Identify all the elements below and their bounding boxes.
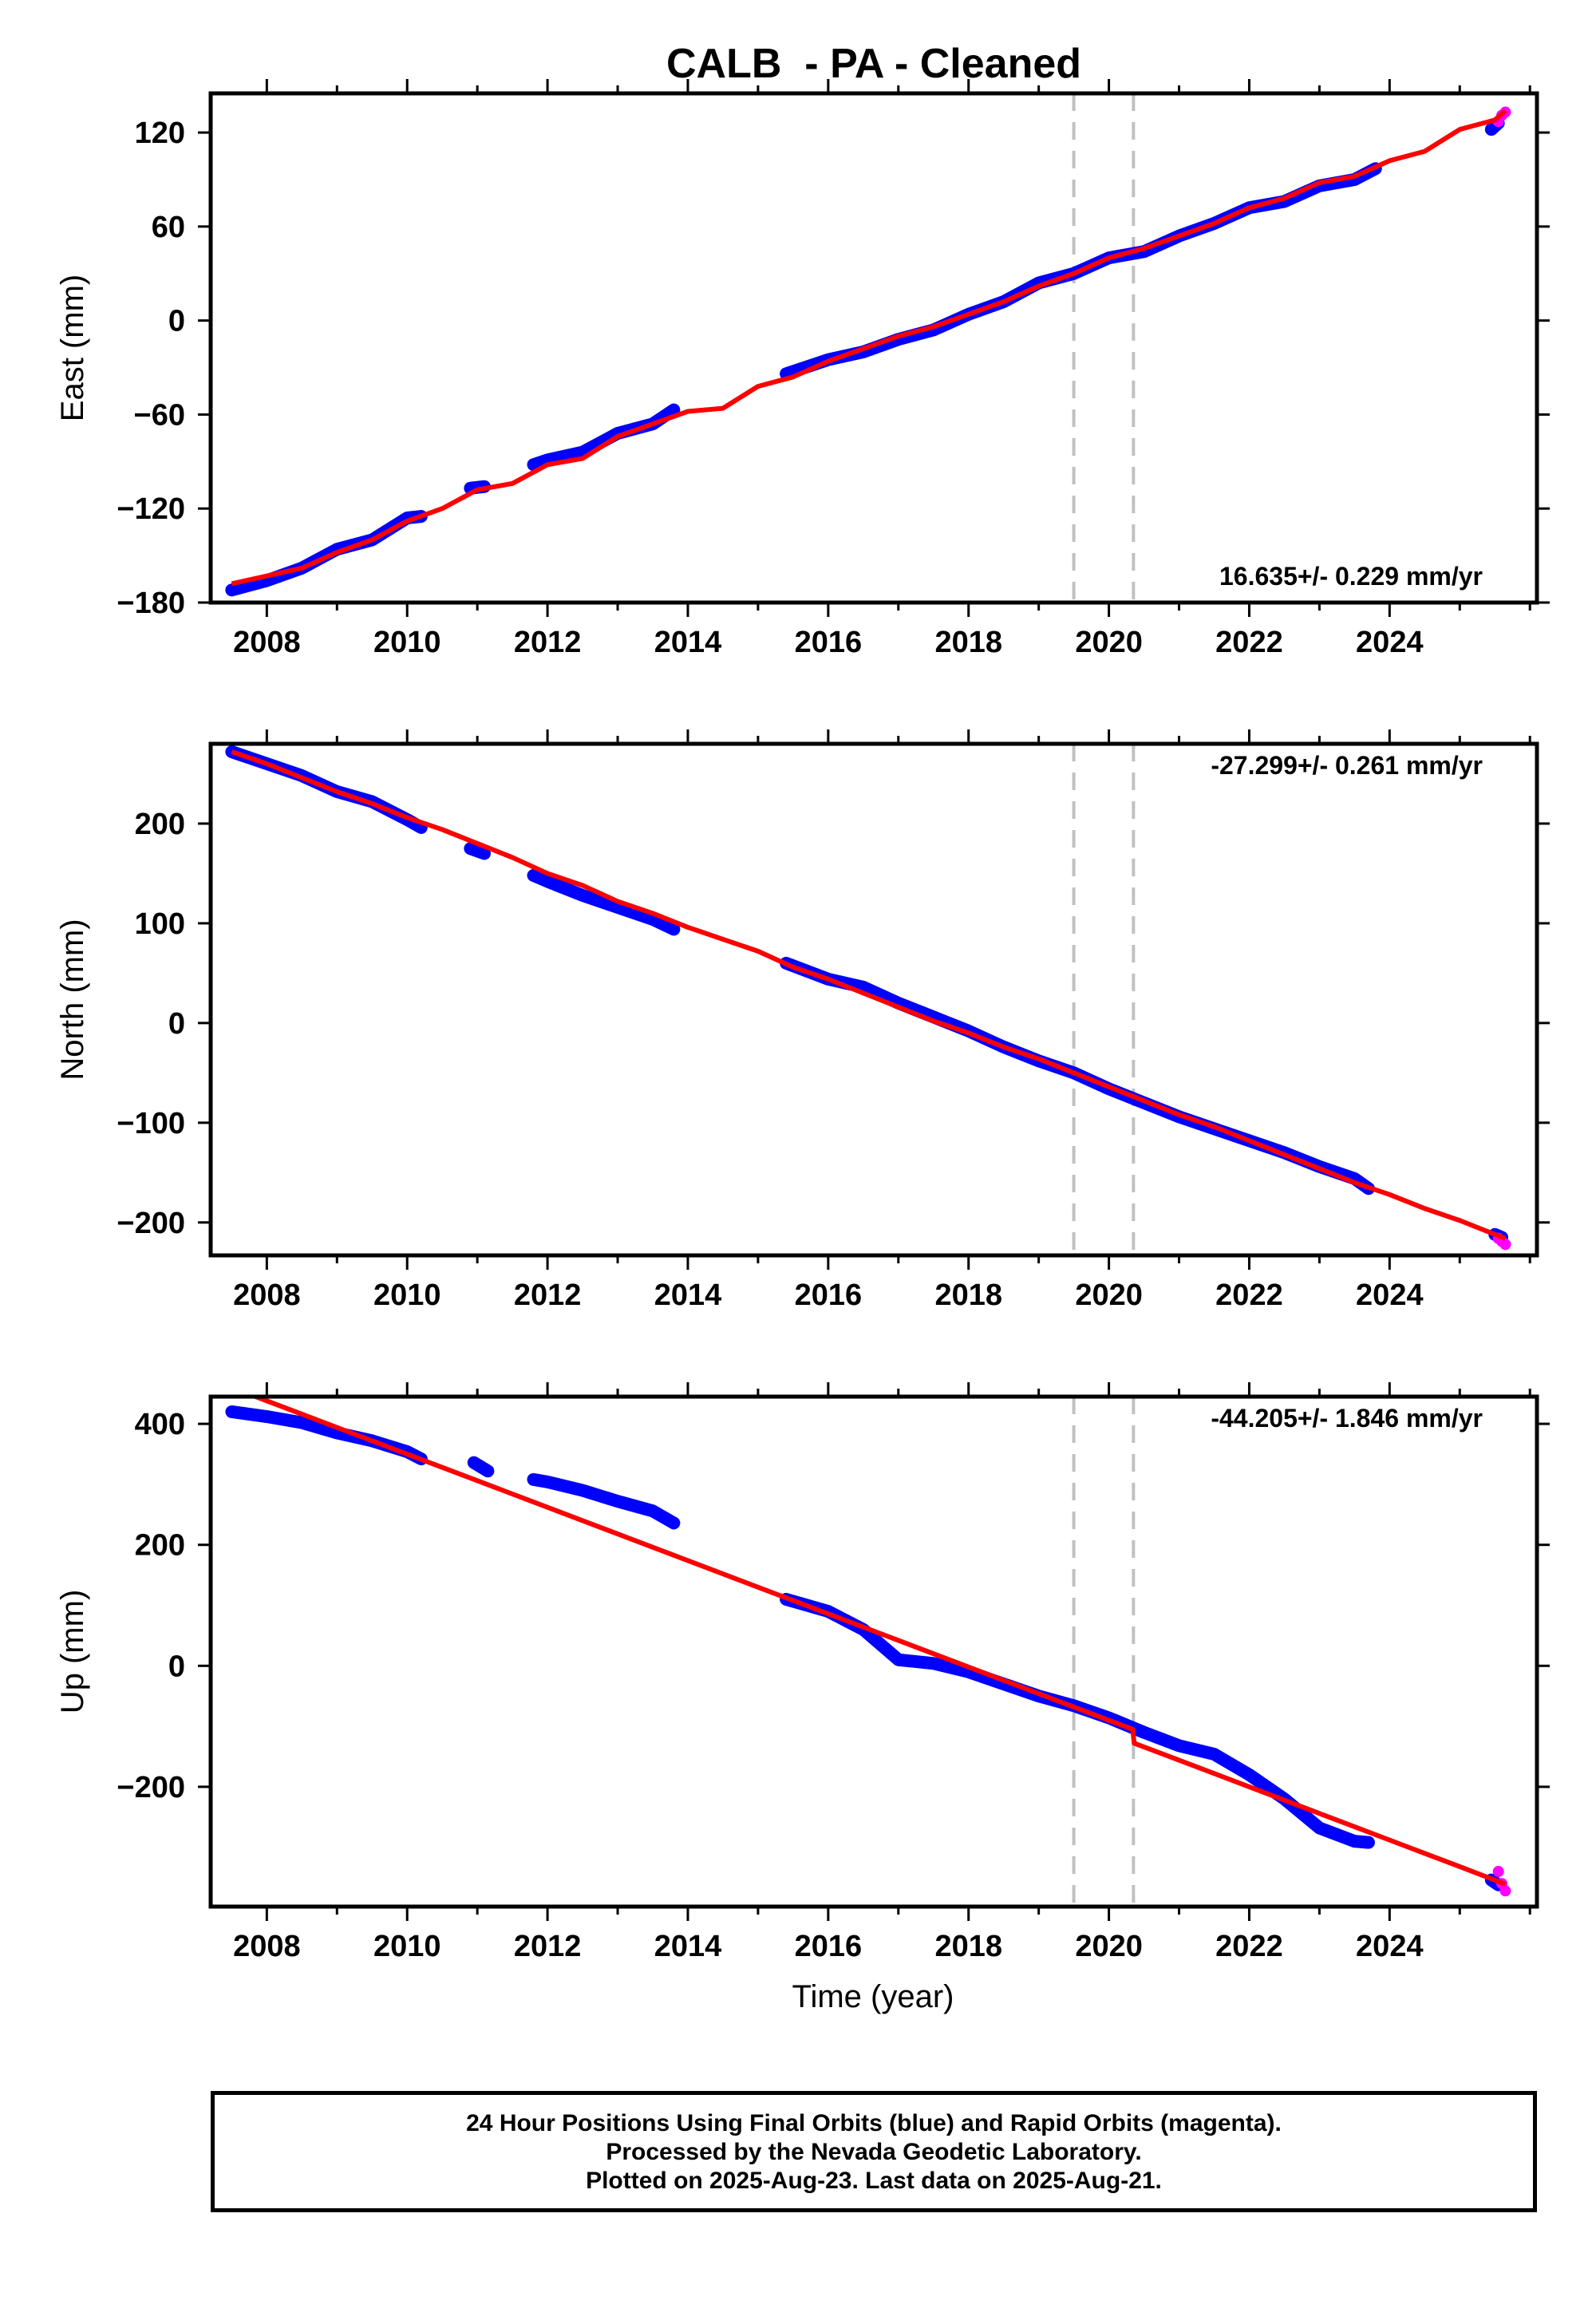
x-tick-label: 2018: [934, 1930, 1002, 1963]
x-tick-label: 2024: [1356, 1279, 1424, 1312]
final-orbit-series-segment-1: [225, 510, 428, 597]
y-axis-label: North (mm): [55, 919, 90, 1080]
x-tick-label: 2020: [1075, 1930, 1143, 1963]
footer-box: 24 Hour Positions Using Final Orbits (bl…: [211, 2091, 1537, 2212]
x-tick-label: 2014: [654, 1930, 722, 1963]
x-tick-label: 2016: [795, 1930, 863, 1963]
footer-line-3: Plotted on 2025-Aug-23. Last data on 202…: [586, 2168, 1162, 2194]
final-orbit-series-segment-2: [464, 842, 491, 860]
y-tick-label: −200: [117, 1207, 185, 1240]
y-tick-label: 100: [135, 907, 185, 941]
x-tick-label: 2016: [795, 626, 863, 659]
y-tick-label: 0: [168, 1007, 185, 1041]
y-tick-label: −200: [117, 1771, 185, 1804]
plot-area: [225, 106, 1511, 597]
x-tick-label: 2010: [373, 626, 441, 659]
final-orbit-series-segment-3: [527, 1472, 681, 1530]
x-tick-label: 2014: [654, 1279, 722, 1312]
y-tick-label: 200: [135, 1529, 185, 1563]
model-fit-line: [248, 1397, 1507, 1887]
x-tick-label: 2012: [514, 1279, 582, 1312]
x-tick-label: 2008: [233, 626, 301, 659]
x-tick-label: 2022: [1215, 1930, 1283, 1963]
y-axis-label: Up (mm): [55, 1590, 90, 1714]
y-tick-label: −100: [117, 1107, 185, 1140]
y-tick-label: 0: [168, 1650, 185, 1683]
rate-label: -27.299+/- 0.261 mm/yr: [1211, 751, 1483, 780]
y-axis-label: East (mm): [55, 275, 90, 421]
y-tick-label: −60: [134, 398, 185, 432]
x-tick-label: 2018: [934, 626, 1002, 659]
model-fit-line: [231, 749, 1507, 1241]
y-tick-label: −180: [117, 587, 185, 620]
x-tick-label: 2010: [373, 1930, 441, 1963]
footer-line-1: 24 Hour Positions Using Final Orbits (bl…: [466, 2110, 1282, 2136]
x-tick-label: 2024: [1356, 626, 1424, 659]
y-tick-label: 0: [168, 305, 185, 338]
y-tick-label: 60: [152, 211, 185, 244]
footer-line-2: Processed by the Nevada Geodetic Laborat…: [606, 2139, 1142, 2165]
final-orbit-series-segment-1: [225, 1405, 428, 1466]
plot-frame: [208, 91, 1539, 605]
x-tick-label: 2022: [1215, 626, 1283, 659]
panel-up: 2008 2010 2012 2014 2016 2018 2020 2022 2024 −200…: [55, 1382, 1550, 1963]
rapid-orbit-point: [1499, 1885, 1511, 1897]
y-tick-label: 200: [135, 808, 185, 841]
x-tick-label: 2024: [1356, 1930, 1424, 1963]
plot-frame: [208, 741, 1539, 1258]
rapid-orbit-point: [1492, 1866, 1504, 1878]
x-tick-label: 2016: [795, 1279, 863, 1312]
y-tick-label: 120: [135, 117, 185, 150]
rate-label: -44.205+/- 1.846 mm/yr: [1211, 1404, 1483, 1433]
x-tick-label: 2012: [514, 626, 582, 659]
final-orbit-series-segment-3: [527, 403, 681, 472]
model-fit-line: [231, 109, 1507, 587]
plot-area: [225, 745, 1511, 1251]
rapid-orbit-point: [1499, 1239, 1511, 1251]
figure-title: CALB - PA - Cleaned: [666, 41, 1081, 87]
plot-area: [225, 1397, 1511, 1897]
y-tick-label: −120: [117, 492, 185, 526]
x-tick-label: 2018: [934, 1279, 1002, 1312]
x-tick-label: 2010: [373, 1279, 441, 1312]
x-tick-label: 2014: [654, 626, 722, 659]
x-tick-label: 2008: [233, 1930, 301, 1963]
x-tick-label: 2020: [1075, 1279, 1143, 1312]
x-tick-label: 2008: [233, 1279, 301, 1312]
x-axis-label: Time (year): [792, 1979, 954, 2014]
panel-north: 2008 2010 2012 2014 2016 2018 2020 2022 2024 −200…: [55, 729, 1550, 1312]
final-orbit-series-segment-4: [780, 1592, 1375, 1849]
final-orbit-series-segment-3: [527, 868, 681, 936]
x-tick-label: 2020: [1075, 626, 1143, 659]
final-orbit-series-segment-2: [467, 1456, 495, 1478]
x-tick-label: 2022: [1215, 1279, 1283, 1312]
y-tick-label: 400: [135, 1408, 185, 1441]
x-tick-label: 2012: [514, 1930, 582, 1963]
plot-frame: [208, 1394, 1539, 1909]
panel-east: 2008 2010 2012 2014 2016 2018 2020 2022 2024 −180…: [55, 79, 1550, 659]
rate-label: 16.635+/- 0.229 mm/yr: [1219, 562, 1483, 591]
